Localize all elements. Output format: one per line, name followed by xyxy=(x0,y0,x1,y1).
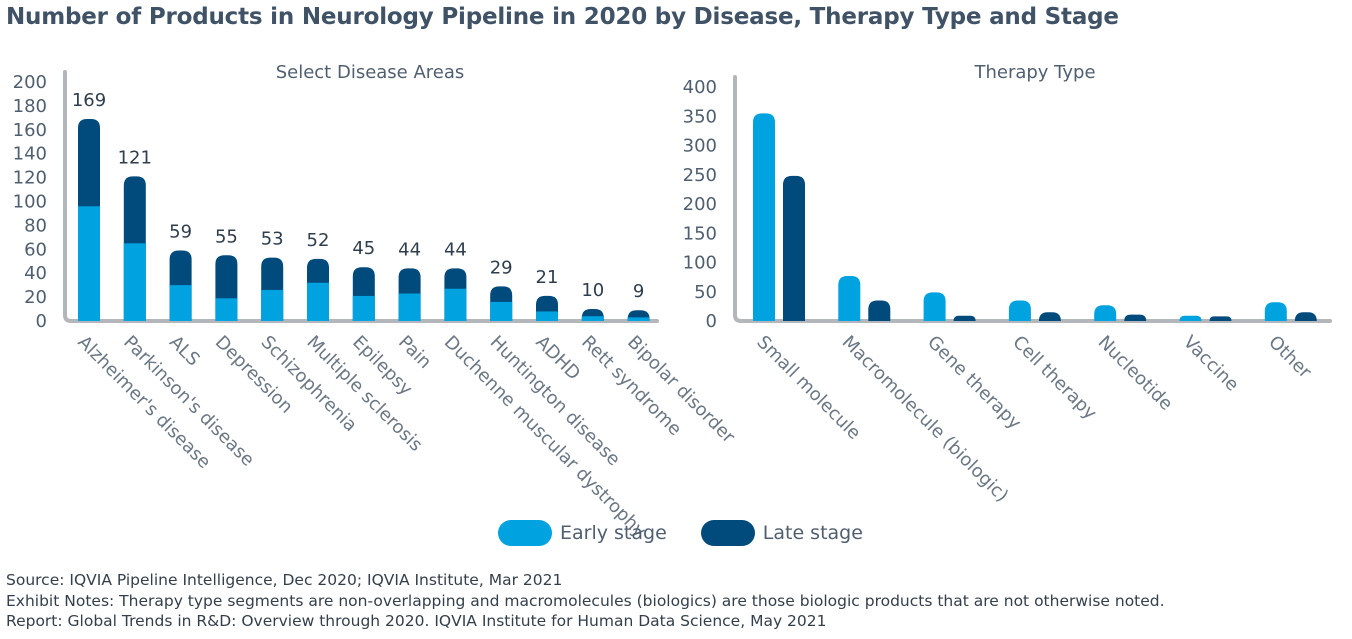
bar-late-nucleotide xyxy=(1124,314,1147,321)
bar-late-vaccine xyxy=(1209,316,1232,321)
subplot-title: Therapy Type xyxy=(973,62,1095,83)
total-label: 59 xyxy=(169,221,192,242)
bar-early-schizophrenia xyxy=(261,289,284,321)
y-tick-label: 50 xyxy=(694,282,717,303)
y-tick-label: 150 xyxy=(683,223,717,244)
y-tick-label: 350 xyxy=(683,106,717,127)
page-title: Number of Products in Neurology Pipeline… xyxy=(6,4,1119,30)
axis-line xyxy=(63,70,659,323)
bar-early-macromolecule-biologic xyxy=(838,275,861,321)
x-tick-label: ALS xyxy=(165,332,204,371)
subplot-title: Select Disease Areas xyxy=(276,62,465,83)
y-tick-label: 100 xyxy=(683,253,717,274)
legend-item-late: Late stage xyxy=(700,520,863,546)
axis-line xyxy=(733,75,1332,323)
y-tick-label: 300 xyxy=(683,136,717,157)
disease-areas-chart: Select Disease Areas02040608010012014016… xyxy=(13,62,740,542)
total-label: 9 xyxy=(633,281,644,302)
bar-early-nucleotide xyxy=(1094,305,1117,321)
total-label: 29 xyxy=(490,257,513,278)
total-label: 53 xyxy=(261,229,284,250)
y-tick-label: 0 xyxy=(706,311,717,332)
therapy-type-chart: Therapy Type050100150200250300350400Smal… xyxy=(683,62,1332,507)
bar-early-huntington-disease xyxy=(490,301,513,321)
bar-early-vaccine xyxy=(1179,315,1202,321)
report-note: Report: Global Trends in R&D: Overview t… xyxy=(6,612,827,630)
total-label: 21 xyxy=(536,267,559,288)
bar-early-als xyxy=(169,285,192,321)
legend: Early stage Late stage xyxy=(498,520,897,546)
bar-early-depression xyxy=(215,298,238,321)
y-tick-label: 250 xyxy=(683,165,717,186)
bar-early-cell-therapy xyxy=(1008,300,1031,321)
footnotes: Source: IQVIA Pipeline Intelligence, Dec… xyxy=(6,570,1165,632)
y-tick-label: 40 xyxy=(24,263,47,284)
total-label: 121 xyxy=(118,147,152,168)
y-tick-label: 140 xyxy=(13,144,47,165)
source-note: Source: IQVIA Pipeline Intelligence, Dec… xyxy=(6,571,563,589)
legend-item-early: Early stage xyxy=(498,520,667,546)
bar-early-small-molecule xyxy=(753,113,775,321)
total-label: 55 xyxy=(215,226,238,247)
bar-late-small-molecule xyxy=(783,175,805,321)
y-tick-label: 20 xyxy=(24,287,47,308)
bar-early-gene-therapy xyxy=(923,292,946,321)
early-stage-swatch xyxy=(498,520,552,546)
x-tick-label: Cell therapy xyxy=(1008,332,1100,424)
y-tick-label: 160 xyxy=(13,120,47,141)
bar-early-bipolar-disorder xyxy=(627,317,650,321)
bar-early-duchenne-muscular-dystrophy xyxy=(444,288,467,321)
y-tick-label: 0 xyxy=(36,311,47,332)
x-tick-label: Nucleotide xyxy=(1094,332,1177,415)
y-tick-label: 80 xyxy=(24,215,47,236)
x-tick-label: Vaccine xyxy=(1179,332,1243,396)
bar-early-adhd xyxy=(536,311,558,321)
bar-early-other xyxy=(1264,302,1287,321)
total-label: 169 xyxy=(72,90,106,111)
total-label: 45 xyxy=(352,238,375,259)
total-label: 44 xyxy=(398,239,421,260)
bar-late-macromolecule-biologic xyxy=(868,300,891,321)
y-tick-label: 180 xyxy=(13,96,47,117)
y-tick-label: 200 xyxy=(683,194,717,215)
legend-early-label: Early stage xyxy=(560,522,667,544)
x-tick-label: Macromolecule (biologic) xyxy=(838,332,1013,507)
bar-early-rett-syndrome xyxy=(581,316,604,321)
y-tick-label: 400 xyxy=(683,77,717,98)
y-tick-label: 100 xyxy=(13,192,47,213)
x-tick-label: Other xyxy=(1264,332,1315,383)
bar-early-epilepsy xyxy=(352,295,375,321)
x-tick-label: Pain xyxy=(394,332,435,373)
late-stage-swatch xyxy=(700,520,755,546)
legend-late-label: Late stage xyxy=(762,522,863,544)
bar-early-parkinson-s-disease xyxy=(123,243,146,321)
bar-late-gene-therapy xyxy=(953,315,976,321)
bar-late-cell-therapy xyxy=(1038,312,1061,321)
bar-early-multiple-sclerosis xyxy=(307,282,329,321)
total-label: 44 xyxy=(444,239,467,260)
y-tick-label: 120 xyxy=(13,168,47,189)
y-tick-label: 200 xyxy=(13,72,47,93)
chart-canvas: Select Disease Areas02040608010012014016… xyxy=(13,62,1332,542)
total-label: 52 xyxy=(307,230,330,251)
total-label: 10 xyxy=(581,280,604,301)
bar-early-pain xyxy=(398,293,421,321)
bar-late-other xyxy=(1294,312,1317,321)
y-tick-label: 60 xyxy=(24,239,47,260)
exhibit-note: Exhibit Notes: Therapy type segments are… xyxy=(6,591,1165,610)
bar-early-alzheimer-s-disease xyxy=(78,206,100,321)
